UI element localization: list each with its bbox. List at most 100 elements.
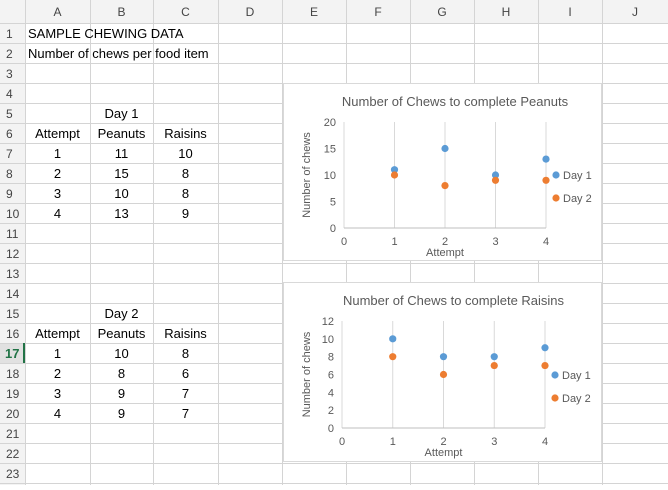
table-cell[interactable]: 10 (114, 346, 128, 361)
table-header-cell[interactable]: Peanuts (98, 126, 146, 141)
row-header-16[interactable]: 16 (6, 327, 20, 341)
row-header-9[interactable]: 9 (6, 187, 13, 201)
table-cell[interactable]: 1 (54, 146, 61, 161)
data-point-day-2[interactable] (542, 176, 550, 184)
legend-label[interactable]: Day 1 (562, 370, 591, 382)
table-header-cell[interactable]: Attempt (35, 326, 80, 341)
data-point-day-1[interactable] (441, 144, 449, 153)
table-cell[interactable]: 6 (182, 366, 189, 381)
table-header-cell[interactable]: Attempt (35, 126, 80, 141)
column-header-g[interactable]: G (437, 5, 446, 19)
data-point-day-2[interactable] (490, 361, 498, 370)
table-cell[interactable]: 4 (54, 206, 61, 221)
table-cell[interactable]: 7 (182, 386, 189, 401)
row-header-7[interactable]: 7 (6, 147, 13, 161)
row-header-13[interactable]: 13 (6, 267, 20, 281)
column-header-j[interactable]: J (632, 5, 638, 19)
table-cell[interactable]: 2 (54, 166, 61, 181)
table-cell[interactable]: 1 (54, 346, 61, 361)
column-header-f[interactable]: F (374, 5, 381, 19)
table-cell[interactable]: 11 (115, 146, 129, 161)
table-cell[interactable]: 10 (114, 186, 128, 201)
cell-a2-subtitle[interactable]: Number of chews per food item (28, 46, 209, 61)
data-point-day-2[interactable] (491, 176, 500, 184)
row-header-14[interactable]: 14 (6, 287, 20, 301)
legend-label[interactable]: Day 2 (563, 193, 592, 205)
table-cell[interactable]: 10 (178, 146, 192, 161)
table-cell[interactable]: 9 (182, 206, 189, 221)
x-tick-label: 0 (341, 236, 347, 248)
column-header-d[interactable]: D (246, 5, 255, 19)
row-header-2[interactable]: 2 (6, 47, 13, 61)
y-axis-label: Number of chews (301, 132, 313, 218)
x-axis-label: Attempt (425, 447, 463, 459)
data-point-day-1[interactable] (439, 353, 448, 361)
table-cell[interactable]: 8 (182, 186, 189, 201)
row-header-20[interactable]: 20 (6, 407, 20, 421)
table-cell[interactable]: 13 (114, 206, 128, 221)
table-day-label[interactable]: Day 1 (105, 106, 139, 121)
row-header-5[interactable]: 5 (6, 107, 13, 121)
table-cell[interactable]: 8 (182, 346, 189, 361)
column-header-b[interactable]: B (117, 5, 125, 19)
row-header-8[interactable]: 8 (6, 167, 13, 181)
table-cell[interactable]: 8 (182, 166, 189, 181)
data-point-day-2[interactable] (390, 171, 399, 179)
table-cell[interactable]: 7 (182, 406, 189, 421)
row-header-1[interactable]: 1 (6, 27, 13, 41)
data-point-day-2[interactable] (389, 353, 397, 361)
chart-peanuts[interactable]: Number of Chews to complete Peanuts 0 5 10 1… (283, 83, 602, 261)
table-header-cell[interactable]: Raisins (164, 126, 207, 141)
table-cell[interactable]: 9 (118, 386, 125, 401)
legend-label[interactable]: Day 1 (563, 170, 592, 182)
data-point-day-2[interactable] (441, 182, 449, 190)
row-header-6[interactable]: 6 (6, 127, 13, 141)
row-header-10[interactable]: 10 (6, 207, 20, 221)
column-header-h[interactable]: H (502, 5, 511, 19)
active-row-highlight (0, 344, 24, 363)
row-header-3[interactable]: 3 (6, 67, 13, 81)
row-header-12[interactable]: 12 (6, 247, 20, 261)
chart-title: Number of Chews to complete Raisins (343, 293, 565, 308)
row-header-4[interactable]: 4 (6, 87, 13, 101)
data-point-day-1[interactable] (491, 171, 500, 179)
legend-label[interactable]: Day 2 (562, 393, 591, 405)
table-cell[interactable]: 4 (54, 406, 61, 421)
data-point-day-2[interactable] (541, 361, 549, 370)
data-point-day-2[interactable] (439, 370, 448, 379)
data-point-day-1[interactable] (542, 155, 550, 163)
data-point-day-1[interactable] (541, 344, 549, 352)
table-cell[interactable]: 3 (54, 386, 61, 401)
column-header-i[interactable]: I (568, 5, 571, 19)
row-header-15[interactable]: 15 (6, 307, 20, 321)
x-tick-label: 4 (543, 236, 549, 248)
row-header-11[interactable]: 11 (6, 227, 19, 241)
row-header-17[interactable]: 17 (5, 346, 19, 361)
table-header-cell[interactable]: Raisins (164, 326, 207, 341)
table-cell[interactable]: 2 (54, 366, 61, 381)
x-tick-label: 2 (442, 236, 448, 248)
row-header-21[interactable]: 21 (6, 427, 20, 441)
data-point-day-1[interactable] (389, 335, 397, 343)
column-header-a[interactable]: A (53, 5, 61, 19)
table-cell[interactable]: 15 (114, 166, 128, 181)
data-point-day-1[interactable] (490, 353, 498, 361)
chart-raisins[interactable]: Number of Chews to complete Raisins 0 2 4 6 8… (283, 282, 602, 462)
legend-marker (551, 394, 559, 402)
row-header-23[interactable]: 23 (6, 467, 20, 481)
row-header-22[interactable]: 22 (6, 447, 20, 461)
y-tick-label: 20 (324, 117, 336, 129)
column-header-e[interactable]: E (310, 5, 318, 19)
y-tick-label: 10 (322, 334, 334, 346)
data-point-day-1[interactable] (390, 166, 399, 174)
table-cell[interactable]: 9 (118, 406, 125, 421)
row-header-18[interactable]: 18 (6, 367, 20, 381)
table-header-cell[interactable]: Peanuts (98, 326, 146, 341)
table-day-label[interactable]: Day 2 (105, 306, 139, 321)
table-cell[interactable]: 8 (118, 366, 125, 381)
row-header-19[interactable]: 19 (6, 387, 20, 401)
legend-marker (552, 171, 560, 179)
cell-a1-title[interactable]: SAMPLE CHEWING DATA (28, 26, 184, 41)
column-header-c[interactable]: C (181, 5, 190, 19)
table-cell[interactable]: 3 (54, 186, 61, 201)
